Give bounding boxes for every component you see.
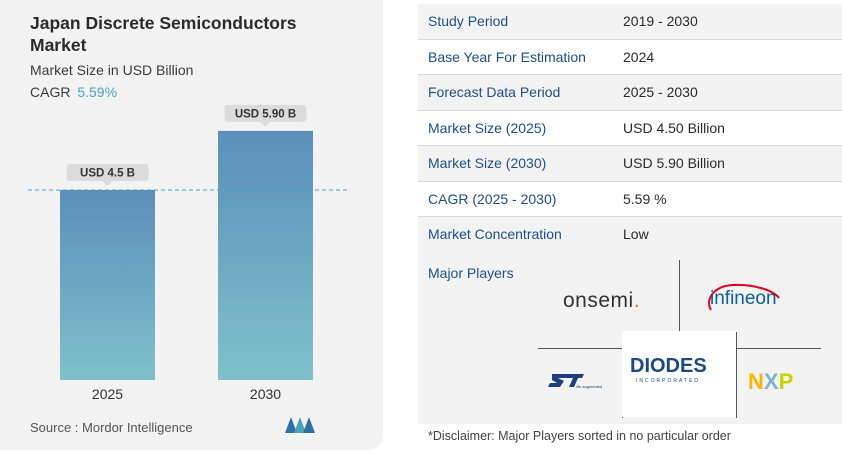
info-row: Market Concentration Low: [418, 217, 842, 253]
info-value: Low: [623, 226, 649, 242]
info-value: USD 4.50 Billion: [623, 119, 725, 136]
value-label-pointer: [260, 121, 271, 127]
svg-text:NXP: NXP: [748, 369, 793, 393]
info-row: Base Year For Estimation 2024: [418, 39, 842, 75]
chart-subtitle: Market Size in USD Billion: [30, 62, 194, 78]
value-label-bg: [66, 163, 149, 181]
grid-divider-vertical-top: [679, 260, 680, 337]
mordor-logo: [285, 417, 315, 433]
chart-panel: Japan Discrete Semiconductors Market Mar…: [0, 0, 383, 450]
info-label: Market Concentration: [428, 226, 562, 242]
value-label: USD 4.5 B: [80, 167, 135, 179]
infineon-logo: infineon: [710, 288, 777, 309]
info-row: Market Size (2025) USD 4.50 Billion: [418, 110, 842, 146]
st-logo: life.augmented: [548, 374, 602, 389]
cagr-label: CAGR: [30, 84, 71, 100]
diodes-logo-sub: INCORPORATED: [636, 378, 700, 384]
diodes-logo-box: DIODES INCORPORATED: [622, 331, 736, 417]
major-players-panel: Major Players onsemi. infineon DIODES IN…: [418, 252, 842, 424]
cagr-value: 5.59%: [77, 84, 118, 100]
info-value: 5.59 %: [623, 190, 667, 207]
value-label-pointer: [102, 180, 113, 186]
info-row: Market Size (2030) USD 5.90 Billion: [418, 146, 842, 182]
bar-2025: [60, 189, 155, 380]
onsemi-logo-text: onsemi: [563, 289, 634, 312]
diodes-logo: DIODES: [630, 355, 707, 377]
info-value: USD 5.90 Billion: [623, 155, 725, 171]
bar-2030: [218, 130, 313, 380]
value-label: USD 5.90 B: [235, 108, 296, 120]
onsemi-logo: onsemi.: [563, 289, 641, 312]
info-label: Base Year For Estimation: [428, 48, 586, 65]
infineon-swoosh-icon: [708, 283, 780, 311]
cagr-line: CAGR 5.59%: [30, 84, 117, 100]
grid-divider-vertical-right: [736, 332, 737, 418]
info-row: Forecast Data Period 2025 - 2030: [418, 75, 842, 111]
info-value: 2025 - 2030: [623, 84, 698, 100]
nxp-logo: NXP: [748, 369, 793, 393]
x-tick-label: 2030: [250, 386, 281, 402]
svg-text:life.augmented: life.augmented: [576, 384, 602, 389]
info-row: Study Period 2019 - 2030: [418, 4, 842, 40]
x-tick-label: 2025: [92, 386, 123, 402]
bar-chart: USD 4.5 B USD 5.90 B 2025 2030: [28, 104, 348, 402]
info-table: Study Period 2019 - 2030 Base Year For Est…: [418, 4, 842, 253]
info-label: Forecast Data Period: [428, 84, 561, 100]
source-text: Source : Mordor Intelligence: [30, 420, 193, 435]
value-label-bg: [224, 104, 307, 122]
info-label: Market Size (2030): [428, 155, 547, 171]
major-players-title: Major Players: [428, 265, 514, 281]
info-label: Market Size (2025): [428, 119, 547, 136]
info-value: 2019 - 2030: [623, 13, 698, 29]
info-label: CAGR (2025 - 2030): [428, 190, 557, 207]
info-row: CAGR (2025 - 2030) 5.59 %: [418, 181, 842, 217]
chart-title: Japan Discrete Semiconductors Market: [30, 13, 297, 55]
info-value: 2024: [623, 48, 655, 65]
info-label: Study Period: [428, 13, 509, 29]
disclaimer-text: *Disclaimer: Major Players sorted in no …: [428, 429, 731, 443]
